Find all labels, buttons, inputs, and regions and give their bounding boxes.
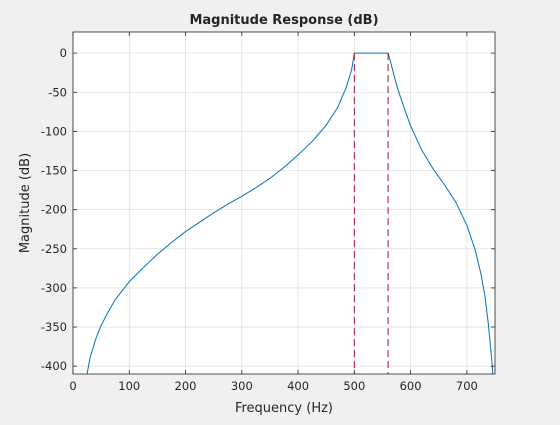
marker-layer: [353, 53, 389, 374]
x-tick-label: 200: [175, 379, 197, 393]
y-tick-label: 0: [60, 46, 67, 60]
y-tick-label: -350: [41, 320, 67, 334]
y-tick-label: -200: [41, 203, 67, 217]
x-tick-label: 0: [69, 379, 76, 393]
x-tick-label: 600: [400, 379, 422, 393]
magnitude-response-line: [86, 52, 494, 375]
x-tick-label: 100: [118, 379, 140, 393]
x-tick-label: 500: [343, 379, 365, 393]
plot-area: [73, 32, 495, 374]
series-layer: [86, 52, 494, 375]
x-tick-label: 400: [287, 379, 309, 393]
y-tick-label: -50: [48, 85, 67, 99]
y-tick-label: -250: [41, 242, 67, 256]
y-axis-label: Magnitude (dB): [18, 153, 33, 253]
x-tick-label: 700: [456, 379, 478, 393]
chart-title: Magnitude Response (dB): [189, 13, 378, 28]
y-tick-label: -300: [41, 281, 67, 295]
x-axis-label: Frequency (Hz): [235, 401, 333, 416]
x-tick-label: 300: [231, 379, 253, 393]
y-tick-label: -100: [41, 124, 67, 138]
axes-box: [72, 31, 496, 375]
tick-layer: 0 100 200 300 400 500 600 700 0 -50 -100 -150 -200 -2…: [41, 32, 495, 393]
grid: [72, 32, 495, 374]
y-tick-label: -400: [41, 359, 67, 373]
y-tick-label: -150: [41, 164, 67, 178]
